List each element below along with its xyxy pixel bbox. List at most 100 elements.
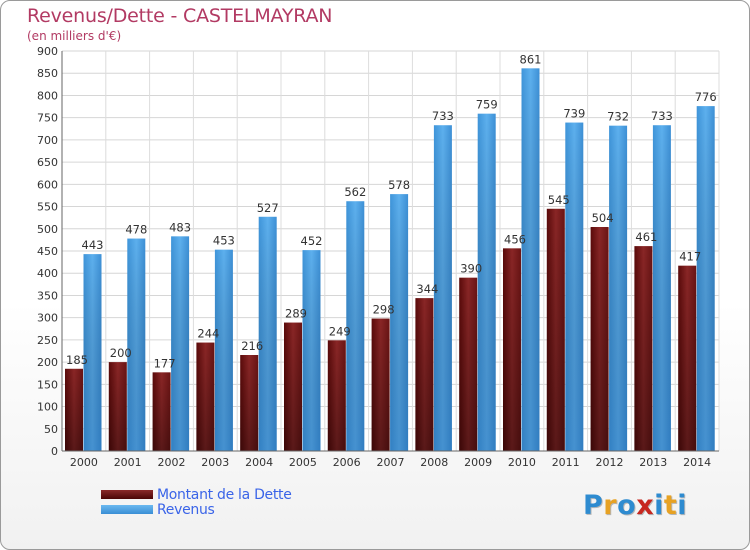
bar-dette-shade (196, 342, 215, 451)
bar-revenus-shade (609, 125, 628, 452)
legend-item-revenus: Revenus (101, 501, 292, 518)
data-label-dette: 185 (66, 353, 88, 367)
y-tick-label: 350 (37, 289, 58, 302)
bar-dette-shade (678, 265, 697, 451)
x-tick-label: 2000 (70, 456, 98, 469)
x-tick-label: 2011 (552, 456, 580, 469)
data-label-dette: 456 (504, 232, 526, 246)
legend: Montant de la Dette Revenus (101, 486, 292, 518)
y-tick-label: 750 (37, 112, 58, 125)
bar-revenus-shade (346, 201, 365, 451)
x-tick-label: 2002 (158, 456, 186, 469)
bar-revenus-shade (477, 113, 496, 452)
chart-title: Revenus/Dette - CASTELMAYRAN (27, 5, 333, 27)
x-tick-label: 2013 (639, 456, 667, 469)
x-tick-label: 2004 (245, 456, 273, 469)
y-tick-label: 50 (44, 423, 58, 436)
data-label-dette: 216 (241, 339, 263, 353)
bar-dette-shade (65, 368, 83, 451)
data-label-revenus: 759 (476, 98, 498, 112)
x-tick-label: 2006 (333, 456, 361, 469)
bar-dette-shade (108, 362, 127, 451)
data-label-dette: 298 (373, 303, 395, 317)
data-label-dette: 344 (416, 282, 438, 296)
bar-dette-shade (634, 246, 653, 451)
x-tick-label: 2003 (201, 456, 229, 469)
data-label-dette: 461 (635, 230, 657, 244)
data-label-revenus: 453 (213, 234, 235, 248)
y-tick-label: 650 (37, 156, 58, 169)
y-tick-label: 900 (37, 45, 58, 58)
logo-letter: x (636, 490, 655, 521)
data-label-dette: 390 (460, 262, 482, 276)
logo-letter: o (617, 490, 637, 521)
data-label-dette: 417 (679, 250, 701, 264)
y-tick-label: 550 (37, 201, 58, 214)
proxiti-logo: Proxiti (583, 490, 687, 521)
bar-dette-shade (503, 248, 521, 451)
bar-dette-shade (415, 298, 434, 451)
bar-revenus-shade (302, 250, 321, 451)
y-tick-label: 800 (37, 89, 58, 102)
bar-revenus-shade (390, 194, 409, 451)
data-label-dette: 249 (329, 324, 351, 338)
data-label-revenus: 483 (169, 220, 191, 234)
data-label-revenus: 732 (607, 110, 629, 124)
bar-dette-shade (371, 318, 390, 451)
data-label-revenus: 739 (563, 107, 585, 121)
data-label-revenus: 562 (344, 185, 366, 199)
bar-revenus-shade (127, 238, 146, 451)
x-tick-label: 2009 (464, 456, 492, 469)
bar-dette-shade (546, 208, 565, 451)
bar-revenus-shade (83, 254, 102, 451)
y-tick-label: 150 (37, 378, 58, 391)
logo-letter: i (654, 490, 664, 521)
x-tick-label: 2007 (377, 456, 405, 469)
legend-label-debt: Montant de la Dette (157, 486, 292, 503)
data-label-dette: 200 (110, 346, 132, 360)
bar-dette-shade (459, 277, 478, 451)
legend-item-debt: Montant de la Dette (101, 486, 292, 503)
bar-dette-shade (590, 227, 609, 451)
legend-label-revenus: Revenus (157, 501, 215, 518)
bar-revenus-shade (171, 236, 190, 451)
data-label-revenus: 452 (301, 234, 323, 248)
y-tick-label: 400 (37, 267, 58, 280)
x-tick-label: 2014 (683, 456, 711, 469)
bar-dette-shade (240, 355, 259, 451)
y-tick-label: 450 (37, 245, 58, 258)
y-tick-label: 300 (37, 312, 58, 325)
legend-swatch-debt (101, 490, 153, 499)
data-label-dette: 545 (548, 193, 570, 207)
bar-revenus-shade (258, 216, 277, 451)
x-tick-label: 2008 (420, 456, 448, 469)
data-label-revenus: 733 (432, 109, 454, 123)
data-label-dette: 244 (197, 327, 219, 341)
logo-letter: i (677, 490, 688, 521)
x-tick-label: 2010 (508, 456, 536, 469)
bar-revenus-shade (521, 68, 540, 451)
bar-dette-shade (284, 322, 302, 451)
data-label-revenus: 578 (388, 178, 410, 192)
logo-letter: t (663, 490, 678, 521)
logo-letter: r (603, 490, 618, 521)
y-tick-label: 100 (37, 401, 58, 414)
legend-swatch-revenus (101, 505, 153, 514)
bar-revenus-shade (214, 249, 233, 451)
chart-subtitle: (en milliers d'€) (27, 29, 122, 43)
y-tick-label: 600 (37, 178, 58, 191)
bar-revenus-shade (565, 122, 584, 452)
x-tick-label: 2001 (114, 456, 142, 469)
data-label-revenus: 527 (257, 201, 279, 215)
bar-revenus-shade (433, 125, 452, 451)
bar-revenus-shade (652, 125, 671, 451)
data-label-dette: 177 (154, 356, 176, 370)
data-label-dette: 289 (285, 307, 307, 321)
bar-revenus-shade (696, 106, 715, 451)
logo-letter: P (583, 490, 604, 521)
data-label-revenus: 733 (651, 109, 673, 123)
y-tick-label: 200 (37, 356, 58, 369)
y-tick-label: 500 (37, 223, 58, 236)
